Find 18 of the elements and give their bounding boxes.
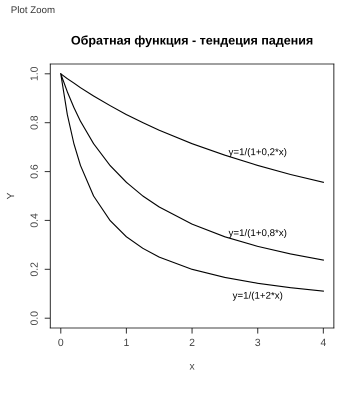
x-tick-label: 3 (255, 338, 260, 346)
chart-title: Обратная функция - тендеция падения (71, 35, 312, 48)
y-axis-title: Y (6, 192, 14, 200)
y-tick-label: 0.2 (30, 262, 38, 276)
y-tick-label: 0.8 (30, 116, 38, 130)
x-axis-title: x (190, 364, 195, 370)
text: Plot Zoom (12, 6, 54, 14)
y-tick-label: 0.6 (30, 164, 38, 178)
series-label: y=1/(1+0,8*x) (228, 228, 286, 238)
x-tick-label: 1 (124, 338, 129, 346)
y-tick-label: 0.0 (30, 311, 38, 326)
y-tick-label: 0.4 (30, 214, 38, 228)
x-tick-label: 0 (58, 338, 64, 346)
x-tick-label: 4 (320, 338, 326, 346)
x-tick-label: 2 (190, 338, 194, 346)
series-label: y=1/(1+0,2*x) (228, 148, 286, 158)
series-label: y=1/(1+2*x) (232, 292, 282, 301)
y-tick-label: 1.0 (30, 66, 38, 80)
